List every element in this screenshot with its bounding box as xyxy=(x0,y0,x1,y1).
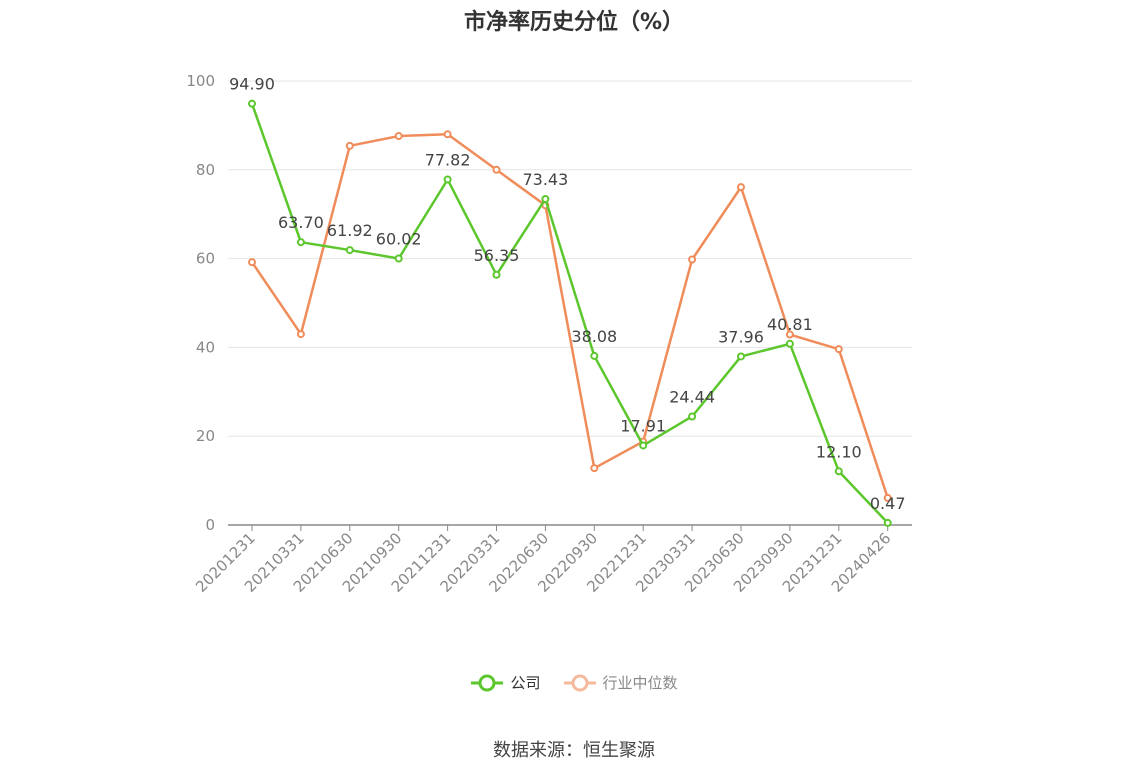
company-data-point xyxy=(248,99,256,108)
industry-median-data-point xyxy=(737,183,745,192)
line-chart: 0 20 40 60 80 100 202012312021033120210630202… xyxy=(186,72,912,596)
company-data-label: 60.02 xyxy=(376,230,422,249)
company-data-label: 94.90 xyxy=(229,75,275,94)
company-series-line xyxy=(250,103,889,524)
industry-median-data-point xyxy=(394,132,403,141)
company-data-point xyxy=(639,441,648,450)
industry-median-series-line xyxy=(250,133,889,499)
grid-lines xyxy=(228,80,912,437)
company-data-point xyxy=(737,352,745,361)
company-data-label: 38.08 xyxy=(571,327,617,346)
y-tick-label: 80 xyxy=(196,161,215,179)
legend-label-industry-median: 行业中位数 xyxy=(602,674,678,692)
company-data-label: 0.47 xyxy=(870,494,906,513)
chart-title: 市净率历史分位（%） xyxy=(463,10,685,35)
company-data-label: 12.10 xyxy=(816,442,862,461)
company-data-label: 37.96 xyxy=(718,327,764,346)
y-tick-label: 20 xyxy=(196,427,215,445)
data-source-note: 数据来源：恒生聚源 xyxy=(493,740,655,761)
legend: 公司 行业中位数 xyxy=(0,672,1148,693)
company-data-point xyxy=(345,246,354,255)
company-data-point xyxy=(541,194,550,203)
company-data-point xyxy=(688,412,697,421)
industry-median-data-point xyxy=(492,165,501,174)
industry-median-data-point xyxy=(834,345,843,354)
y-tick-label: 40 xyxy=(196,338,215,356)
company-data-point xyxy=(785,339,794,348)
data-labels: 94.90 63.70 61.92 60.02 77.82 56.35 73.43 38.08… xyxy=(229,75,905,513)
company-data-label: 17.91 xyxy=(620,416,666,435)
industry-median-data-point xyxy=(785,330,794,339)
company-data-point xyxy=(296,238,305,247)
legend-industry-marker-icon xyxy=(563,674,596,691)
company-data-point xyxy=(590,351,599,360)
industry-median-data-point xyxy=(883,493,892,502)
company-data-point xyxy=(492,270,501,279)
legend-label-company: 公司 xyxy=(510,674,541,692)
y-axis-ticks: 0 20 40 60 80 100 xyxy=(186,72,215,534)
company-data-label: 40.81 xyxy=(767,315,813,334)
company-data-point xyxy=(883,518,892,527)
company-data-label: 73.43 xyxy=(522,170,568,189)
legend-item-company[interactable]: 公司 xyxy=(470,672,541,693)
y-tick-label: 100 xyxy=(186,72,215,90)
company-data-label: 63.70 xyxy=(278,213,324,232)
industry-median-data-point xyxy=(248,258,256,267)
company-data-label: 77.82 xyxy=(425,150,471,169)
legend-item-industry-median[interactable]: 行业中位数 xyxy=(563,672,678,693)
company-data-point xyxy=(394,254,403,263)
company-data-point xyxy=(443,175,452,184)
y-tick-label: 60 xyxy=(196,250,215,268)
industry-median-data-point xyxy=(688,255,697,264)
company-data-label: 61.92 xyxy=(327,221,373,240)
company-data-label: 56.35 xyxy=(474,246,520,265)
company-data-label: 24.44 xyxy=(669,387,715,406)
x-axis: 2020123120210331202106302021093020211231… xyxy=(192,524,912,596)
industry-median-data-point xyxy=(345,141,354,150)
industry-median-data-point xyxy=(443,130,452,139)
y-tick-label: 0 xyxy=(205,516,215,534)
series-layer xyxy=(248,99,892,527)
legend-company-marker-icon xyxy=(471,674,504,691)
industry-median-data-point xyxy=(590,464,599,473)
industry-median-data-point xyxy=(296,330,305,339)
company-data-point xyxy=(834,467,843,476)
